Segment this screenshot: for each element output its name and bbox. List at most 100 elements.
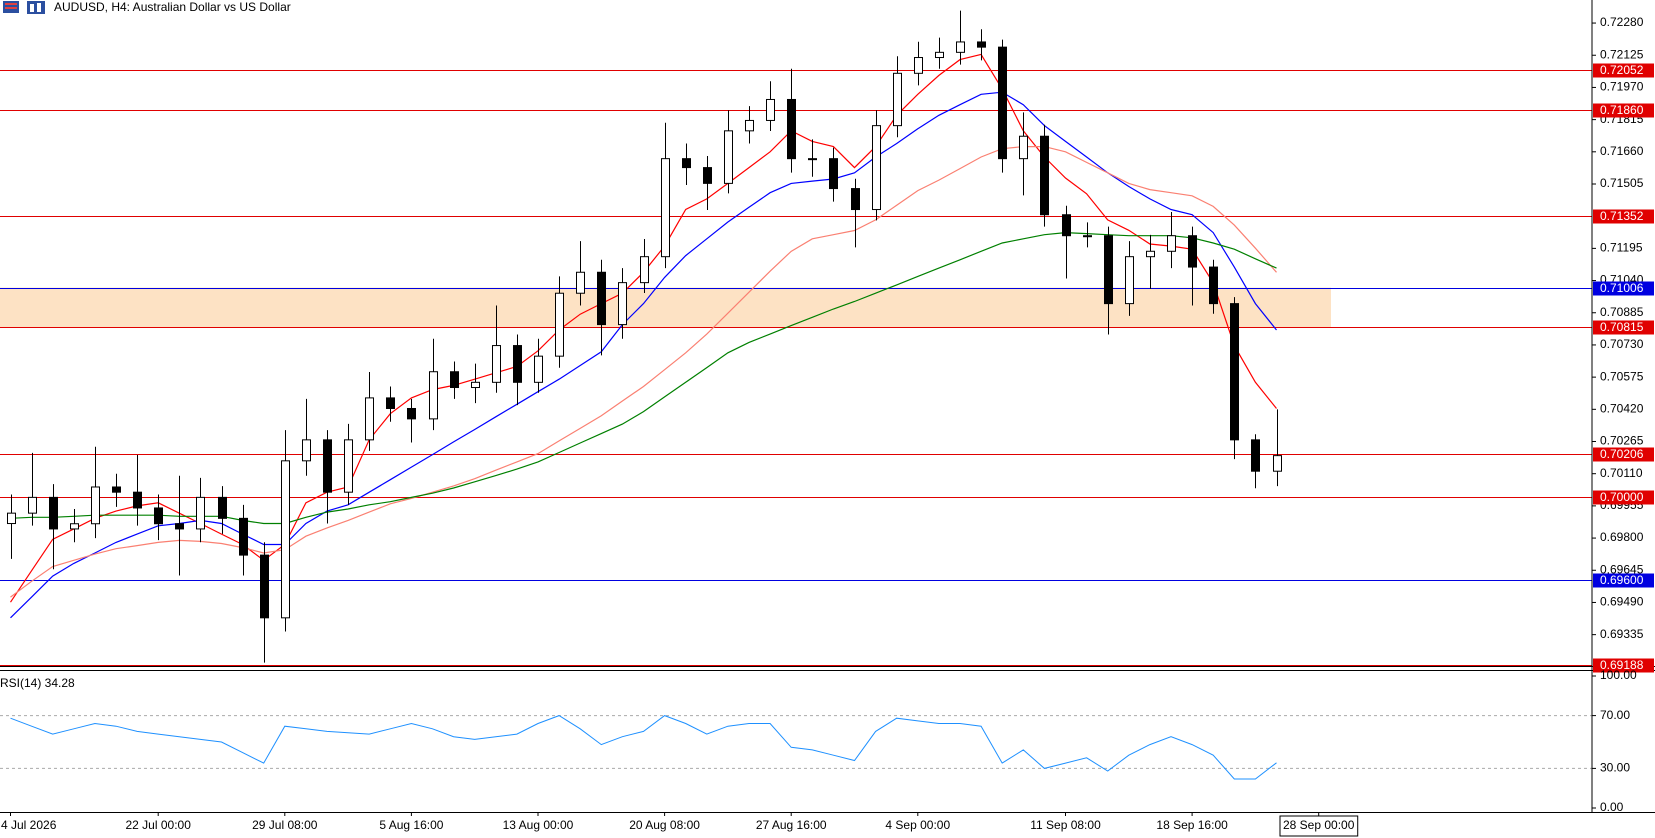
level-label-box (1593, 658, 1654, 673)
level-label: 0.71006 (1600, 281, 1644, 295)
x-tick-label: 28 Sep 00:00 (1283, 818, 1355, 832)
y-tick-label: 0.00 (1600, 800, 1624, 814)
candle-body (914, 57, 923, 74)
candle-body (808, 158, 817, 161)
x-tick-label: 18 Sep 16:00 (1156, 818, 1228, 832)
level-label-box (1593, 63, 1654, 78)
candle-body (893, 72, 902, 127)
level-label: 0.70815 (1600, 320, 1644, 334)
candle-body (977, 41, 986, 48)
candle-body (386, 397, 395, 409)
candle-body (998, 46, 1007, 160)
candle-body (1104, 235, 1113, 305)
candle-body (1062, 214, 1071, 237)
candle-body (260, 554, 269, 619)
candle-body (1125, 256, 1134, 305)
candle-body (323, 439, 332, 493)
candle-body (471, 381, 480, 389)
x-tick-label: 29 Jul 08:00 (252, 818, 318, 832)
symbol-header: AUDUSD, H4: Australian Dollar vs US Doll… (3, 0, 291, 14)
moving-average (10, 146, 1277, 598)
candle-body (239, 517, 248, 556)
x-tick-label: 4 Sep 00:00 (885, 818, 950, 832)
y-tick-label: 0.71970 (1600, 80, 1644, 94)
candle-body (640, 256, 649, 284)
level-label-box (1593, 573, 1654, 588)
candle-body (787, 98, 796, 160)
x-tick-label: 22 Jul 00:00 (126, 818, 192, 832)
level-label-box (1593, 320, 1654, 335)
candle-body (28, 496, 37, 514)
y-tick-label: 0.71660 (1600, 144, 1644, 158)
level-label: 0.70206 (1600, 447, 1644, 461)
candle-body (766, 98, 775, 121)
level-label-box (1593, 281, 1654, 296)
y-tick-label: 0.69490 (1600, 595, 1644, 609)
candle-body (196, 496, 205, 530)
moving-average (10, 91, 1277, 619)
level-label: 0.72052 (1600, 63, 1644, 77)
y-tick-label: 0.70575 (1600, 369, 1644, 383)
candle-body (1209, 266, 1218, 305)
y-tick-label: 0.69645 (1600, 562, 1644, 576)
y-tick-label: 0.69800 (1600, 530, 1644, 544)
candle-body (555, 292, 564, 357)
x-tick-label: 11 Sep 08:00 (1030, 818, 1101, 832)
candle-body (956, 41, 965, 53)
candle-body (1188, 235, 1197, 268)
rsi-title: RSI(14) 34.28 (0, 676, 75, 690)
candle-body (344, 439, 353, 493)
x-tick-label: 4 Jul 2026 (1, 818, 57, 832)
x-tick-label: 5 Aug 16:00 (379, 818, 443, 832)
candle-body (91, 486, 100, 525)
y-tick-label: 0.70885 (1600, 305, 1644, 319)
candle-body (703, 167, 712, 184)
candle-body (49, 496, 58, 530)
candle-body (682, 158, 691, 169)
level-label-box (1593, 447, 1654, 462)
candle-body (429, 371, 438, 420)
candle-body (1083, 235, 1092, 238)
candle-body (935, 51, 944, 59)
level-label: 0.69600 (1600, 573, 1644, 587)
level-label: 0.70000 (1600, 490, 1644, 504)
candle-body (851, 188, 860, 211)
level-label-box (1593, 490, 1654, 505)
y-tick-label: 0.70420 (1600, 401, 1644, 415)
level-layer (0, 70, 1592, 666)
candle-body (597, 271, 606, 326)
candle-body (70, 523, 79, 530)
candle-body (492, 345, 501, 383)
icon-chart-bar (30, 4, 34, 12)
x-tick-label: 20 Aug 08:00 (629, 818, 700, 832)
candle-body (302, 439, 311, 462)
level-label: 0.69188 (1600, 658, 1644, 672)
candle-body (365, 397, 374, 441)
candle-body (1230, 303, 1239, 441)
y-tick-label: 0.70265 (1600, 434, 1644, 448)
y-tick-label: 70.00 (1600, 708, 1630, 722)
candle-body (1251, 439, 1260, 472)
y-tick-label: 0.72280 (1600, 15, 1644, 29)
rsi-line (10, 715, 1277, 780)
candle-body (175, 523, 184, 530)
candle-body (1273, 455, 1282, 472)
y-tick-label: 0.69335 (1600, 627, 1644, 641)
candle-body (872, 125, 881, 211)
candle-body (1040, 135, 1049, 216)
candle-body (618, 282, 627, 326)
level-label: 0.71352 (1600, 209, 1644, 223)
level-label: 0.71860 (1600, 103, 1644, 117)
candle-body (7, 512, 16, 525)
y-tick-label: 30.00 (1600, 761, 1630, 775)
icon-chart-bar (37, 3, 41, 12)
candle-body (450, 371, 459, 389)
candle-body (112, 486, 121, 493)
level-label-box (1593, 209, 1654, 224)
candle-body (724, 130, 733, 184)
chart-title: AUDUSD, H4: Australian Dollar vs US Doll… (54, 0, 291, 14)
y-tick-label: 0.71195 (1600, 241, 1643, 255)
